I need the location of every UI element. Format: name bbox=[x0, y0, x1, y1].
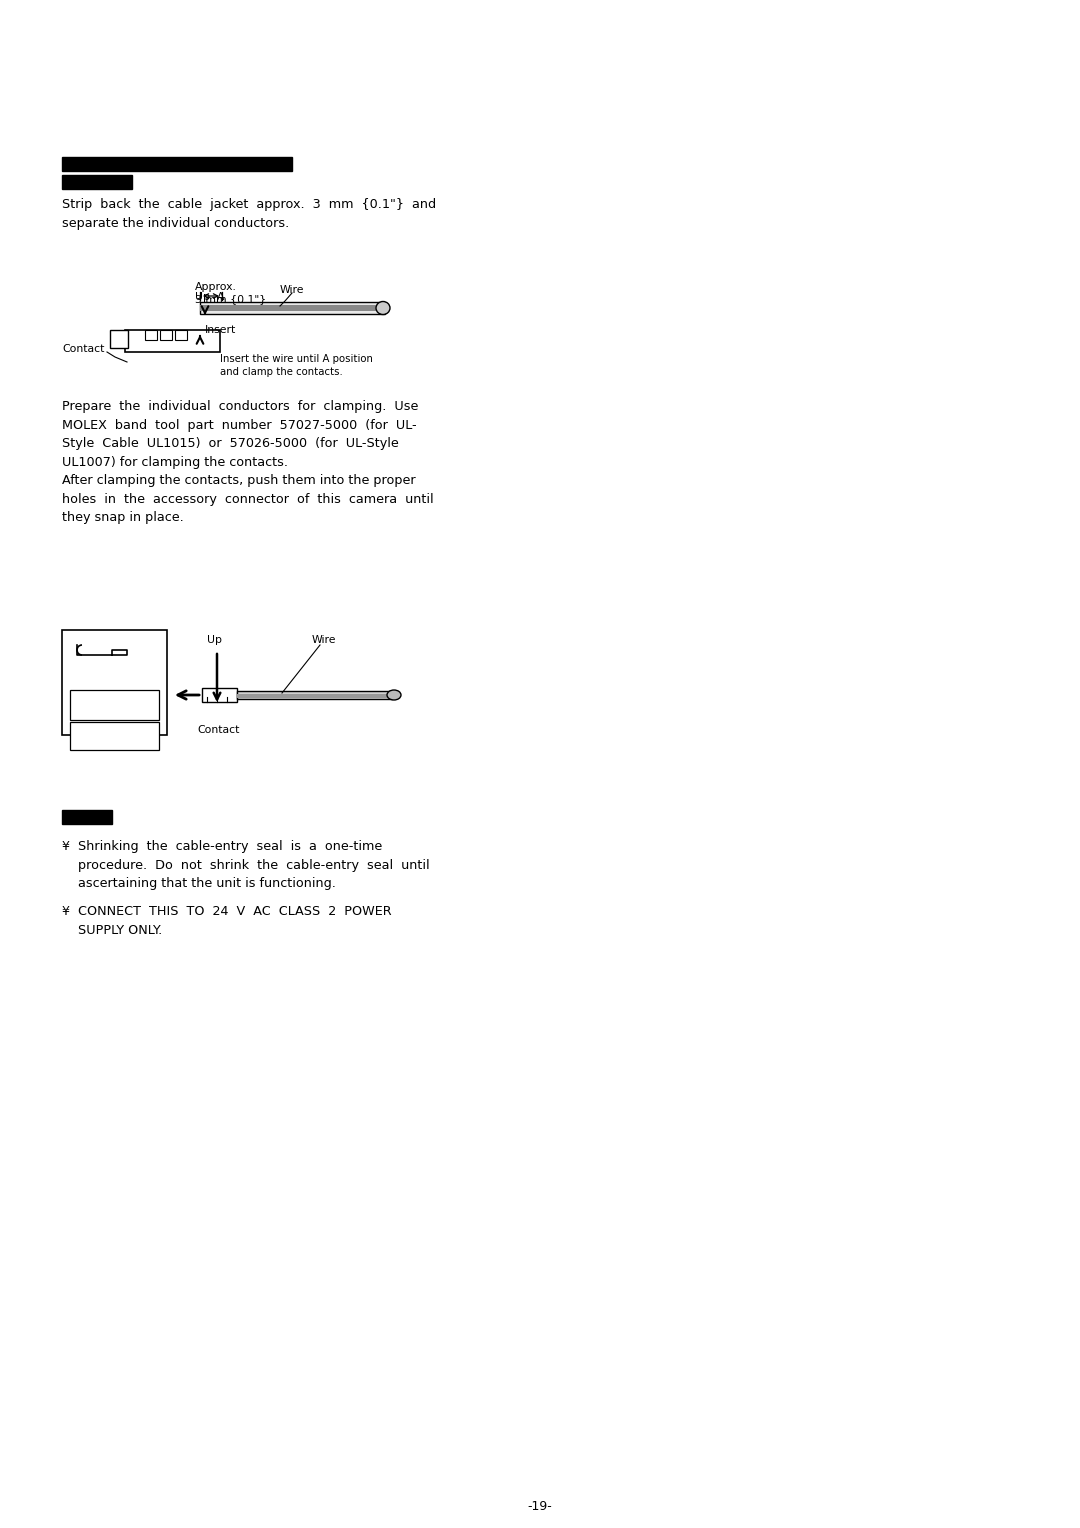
Text: Approx.
3 mm {0.1"}: Approx. 3 mm {0.1"} bbox=[195, 283, 266, 304]
Bar bbox=[175, 330, 187, 341]
Text: Up: Up bbox=[207, 636, 222, 645]
Text: Insert: Insert bbox=[205, 325, 237, 335]
Text: Contact: Contact bbox=[197, 724, 240, 735]
Bar bbox=[62, 630, 167, 735]
Bar bbox=[110, 330, 129, 348]
Text: ¥  Shrinking  the  cable-entry  seal  is  a  one-time
    procedure.  Do  not  s: ¥ Shrinking the cable-entry seal is a on… bbox=[62, 840, 430, 889]
Bar bbox=[62, 176, 132, 189]
Text: Contact: Contact bbox=[62, 344, 105, 354]
Bar bbox=[237, 691, 392, 698]
Bar bbox=[145, 330, 157, 341]
Text: Insert the wire until A position
and clamp the contacts.: Insert the wire until A position and cla… bbox=[220, 354, 373, 377]
Bar bbox=[200, 303, 384, 313]
Text: Wire: Wire bbox=[312, 636, 337, 645]
Bar bbox=[70, 723, 159, 750]
Bar bbox=[62, 810, 112, 824]
Bar bbox=[70, 691, 159, 720]
Bar bbox=[202, 688, 237, 701]
Ellipse shape bbox=[376, 301, 390, 315]
Text: -19-: -19- bbox=[528, 1500, 552, 1513]
Bar bbox=[160, 330, 172, 341]
Text: Wire: Wire bbox=[280, 286, 305, 295]
Bar bbox=[237, 694, 392, 698]
Ellipse shape bbox=[387, 691, 401, 700]
Text: Up: Up bbox=[195, 292, 210, 303]
Bar bbox=[62, 157, 292, 171]
Text: A: A bbox=[217, 292, 225, 303]
Bar bbox=[125, 330, 220, 351]
Text: ¥  CONNECT  THIS  TO  24  V  AC  CLASS  2  POWER
    SUPPLY ONLY.: ¥ CONNECT THIS TO 24 V AC CLASS 2 POWER … bbox=[62, 905, 392, 937]
Text: Prepare  the  individual  conductors  for  clamping.  Use
MOLEX  band  tool  par: Prepare the individual conductors for cl… bbox=[62, 400, 434, 524]
Bar bbox=[200, 306, 380, 312]
Text: Strip  back  the  cable  jacket  approx.  3  mm  {0.1"}  and
separate the indivi: Strip back the cable jacket approx. 3 mm… bbox=[62, 199, 436, 229]
